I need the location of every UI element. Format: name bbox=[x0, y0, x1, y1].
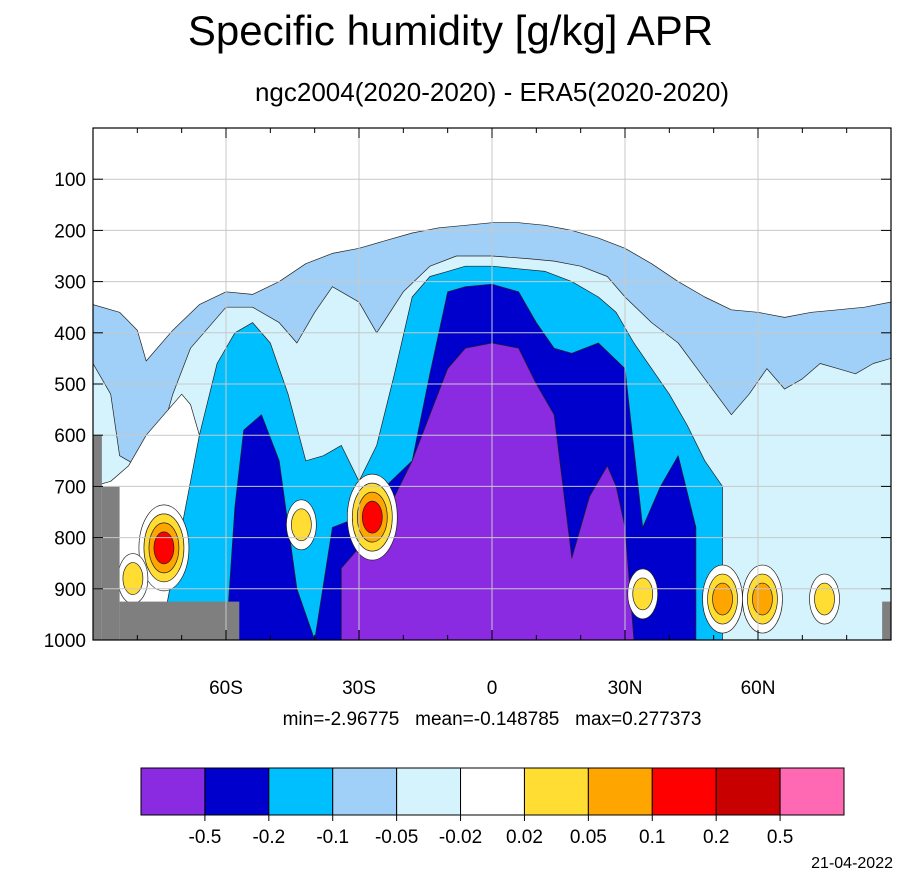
y-tick-label: 600 bbox=[54, 426, 86, 447]
y-tick-label: 1000 bbox=[44, 631, 86, 652]
plot-date: 21-04-2022 bbox=[811, 855, 893, 872]
colorbar-swatch bbox=[651, 767, 717, 816]
missing-data-region bbox=[101, 486, 120, 640]
field-statistics: min=-2.96775 mean=-0.148785 max=0.277373 bbox=[282, 709, 702, 730]
y-tick-label: 100 bbox=[54, 170, 86, 191]
colorbar-label: 0.5 bbox=[767, 827, 793, 848]
chart-subtitle: ngc2004(2020-2020) - ERA5(2020-2020) bbox=[254, 77, 730, 107]
hotspot-contour bbox=[153, 531, 175, 565]
x-tick-label: 0 bbox=[487, 678, 498, 699]
y-tick-label: 500 bbox=[54, 375, 86, 396]
colorbar-swatch bbox=[715, 767, 781, 816]
missing-data-region bbox=[119, 601, 240, 640]
colorbar-swatch bbox=[523, 767, 589, 816]
colorbar-label: -0.05 bbox=[375, 827, 418, 848]
hotspot-contour bbox=[712, 582, 733, 616]
colorbar-label: 0.02 bbox=[506, 827, 543, 848]
y-tick-label: 900 bbox=[54, 580, 86, 601]
hotspot-contour bbox=[361, 500, 383, 534]
hotspot-contour bbox=[752, 582, 773, 616]
x-tick-label: 30N bbox=[608, 678, 643, 699]
x-tick-label: 60N bbox=[741, 678, 776, 699]
y-tick-label: 800 bbox=[54, 529, 86, 550]
x-axis: 60S 30S 0 30N 60N bbox=[136, 128, 848, 699]
colorbar-label: -0.2 bbox=[252, 827, 285, 848]
colorbar-swatch bbox=[396, 767, 462, 816]
hotspot-contour bbox=[814, 582, 835, 616]
x-tick-label: 30S bbox=[342, 678, 376, 699]
colorbar-swatch bbox=[332, 767, 398, 816]
hotspot-contour bbox=[291, 508, 312, 542]
chart-title: Specific humidity [g/kg] APR bbox=[187, 7, 714, 54]
colorbar-label: -0.02 bbox=[439, 827, 482, 848]
missing-data-region bbox=[882, 601, 891, 640]
hotspot-contour bbox=[122, 562, 144, 595]
colorbar-swatch bbox=[587, 767, 653, 816]
colorbar-swatch bbox=[460, 767, 525, 816]
contour-region bbox=[340, 342, 635, 640]
x-tick-label: 60S bbox=[209, 678, 243, 699]
colorbar-label: 0.05 bbox=[570, 827, 607, 848]
colorbar-label: -0.1 bbox=[316, 827, 349, 848]
colorbar-label: -0.5 bbox=[189, 827, 222, 848]
y-tick-label: 300 bbox=[54, 273, 86, 294]
hotspot-contour bbox=[632, 577, 654, 611]
y-tick-label: 400 bbox=[54, 324, 86, 345]
colorbar-label: 0.1 bbox=[639, 827, 665, 848]
colorbar-swatch bbox=[140, 767, 206, 816]
colorbar: -0.5 -0.2 -0.1 -0.05 -0.02 0.02 0.05 0.1 0.2 0.5 bbox=[140, 767, 845, 848]
colorbar-label: 0.2 bbox=[703, 827, 729, 848]
colorbar-swatch bbox=[204, 767, 270, 816]
colorbar-swatch bbox=[779, 767, 845, 816]
colorbar-swatch bbox=[268, 767, 334, 816]
y-axis: 100 200 300 400 500 600 700 800 900 1000 bbox=[44, 170, 891, 652]
y-tick-label: 200 bbox=[54, 221, 86, 242]
y-tick-label: 700 bbox=[54, 477, 86, 498]
